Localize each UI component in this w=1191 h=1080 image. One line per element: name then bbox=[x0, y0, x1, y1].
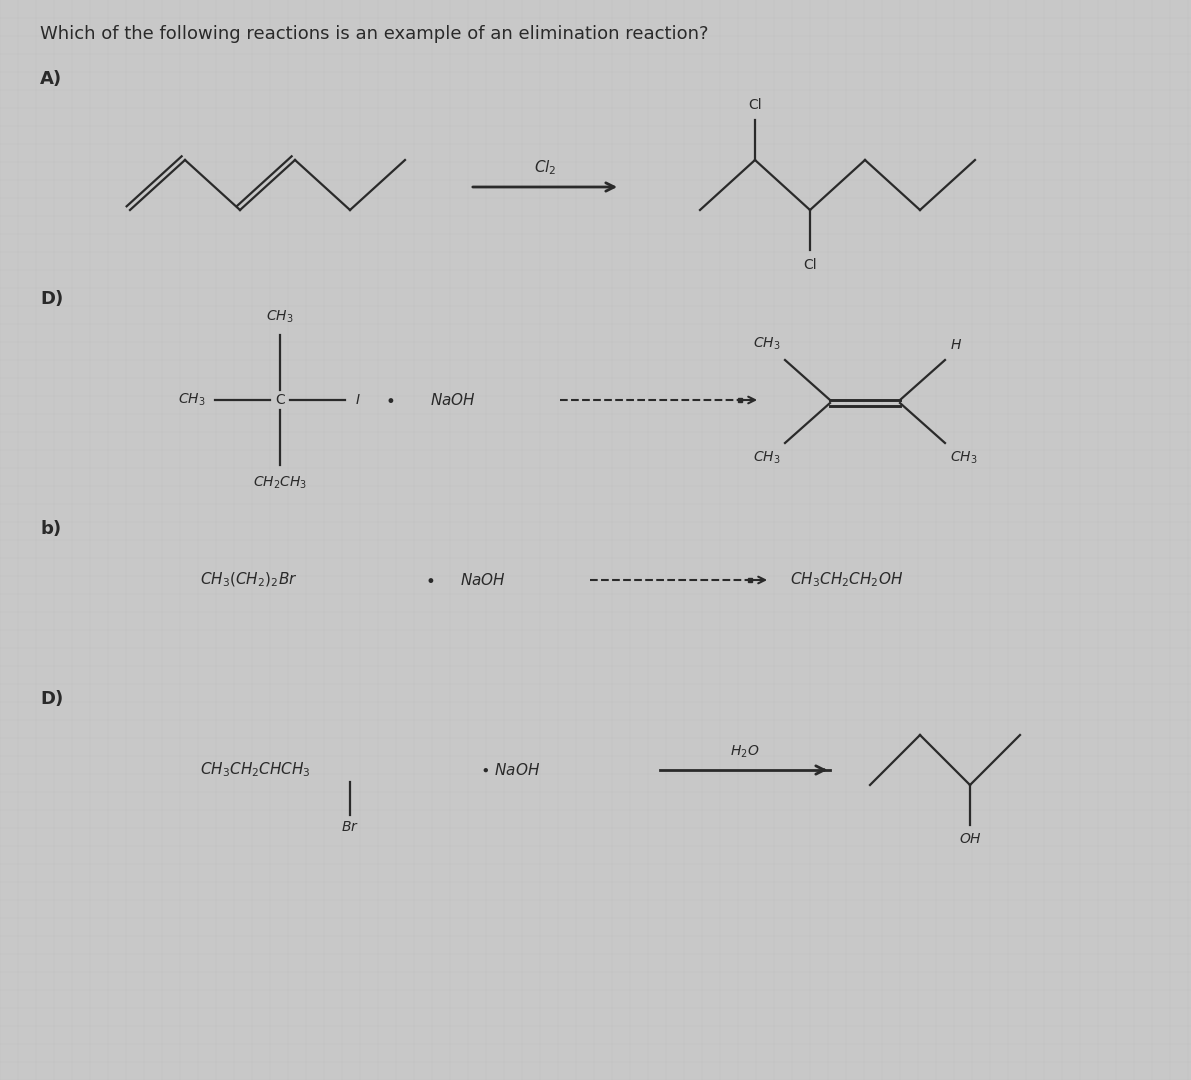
Text: $H_2O$: $H_2O$ bbox=[730, 744, 760, 760]
Text: $NaOH$: $NaOH$ bbox=[460, 572, 506, 588]
Text: b): b) bbox=[40, 519, 61, 538]
Text: Cl: Cl bbox=[748, 98, 762, 112]
Text: A): A) bbox=[40, 70, 62, 87]
Text: $NaOH$: $NaOH$ bbox=[430, 392, 476, 408]
Text: $CH_3$: $CH_3$ bbox=[267, 309, 294, 325]
Text: $CH_3$: $CH_3$ bbox=[950, 450, 978, 467]
Text: Which of the following reactions is an example of an elimination reaction?: Which of the following reactions is an e… bbox=[40, 25, 709, 43]
Text: $OH$: $OH$ bbox=[959, 832, 981, 846]
Text: C: C bbox=[275, 393, 285, 407]
Text: $CH_2CH_3$: $CH_2CH_3$ bbox=[252, 475, 307, 491]
Text: $CH_3$: $CH_3$ bbox=[753, 336, 780, 352]
Text: Cl: Cl bbox=[803, 258, 817, 272]
Text: $H$: $H$ bbox=[950, 338, 962, 352]
Text: $\bullet \ NaOH$: $\bullet \ NaOH$ bbox=[480, 762, 541, 778]
Text: $CH_3$: $CH_3$ bbox=[177, 392, 205, 408]
Text: $Br$: $Br$ bbox=[341, 820, 358, 834]
Text: $CH_3CH_2CHCH_3$: $CH_3CH_2CHCH_3$ bbox=[200, 760, 311, 780]
Text: $•$: $•$ bbox=[425, 571, 435, 589]
Text: $Cl_2$: $Cl_2$ bbox=[534, 159, 556, 177]
Text: $CH_3(CH_2)_2Br$: $CH_3(CH_2)_2Br$ bbox=[200, 571, 298, 590]
Text: $I$: $I$ bbox=[355, 393, 361, 407]
Text: $•$: $•$ bbox=[386, 391, 394, 409]
Text: $CH_3$: $CH_3$ bbox=[753, 450, 780, 467]
Text: D): D) bbox=[40, 690, 63, 708]
Text: $CH_3CH_2CH_2OH$: $CH_3CH_2CH_2OH$ bbox=[790, 570, 903, 590]
Text: D): D) bbox=[40, 291, 63, 308]
